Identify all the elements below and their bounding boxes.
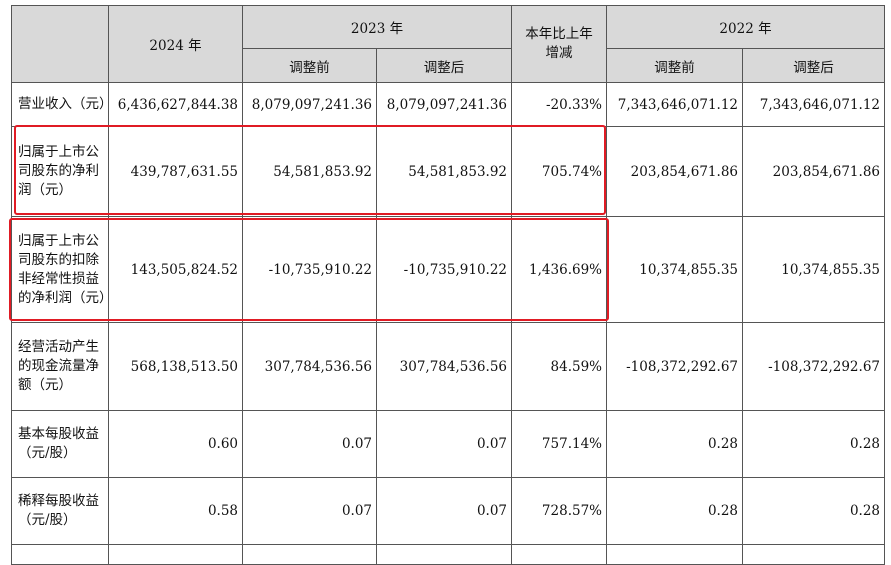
financial-data-table: 2024 年 2023 年 本年比上年增减 2022 年 调整前 调整后 调整前… [11, 5, 885, 565]
cell-2022-before: 7,343,646,071.12 [606, 82, 743, 127]
header-2022: 2022 年 [606, 5, 885, 49]
cell-2023-after: -10,735,910.22 [376, 216, 512, 323]
header-2024: 2024 年 [108, 5, 243, 83]
table-row: 经营活动产生的现金流量净额（元） 568,138,513.50 307,784,… [11, 322, 885, 411]
header-2023: 2023 年 [242, 5, 512, 49]
cell-2024: 6,436,627,844.38 [108, 82, 243, 127]
cell-2023-after: 54,581,853.92 [376, 126, 512, 217]
table-row: 归属于上市公司股东的扣除非经常性损益的净利润（元） 143,505,824.52… [11, 216, 885, 323]
cell-2023-before: 0.07 [242, 410, 377, 478]
table-row: 稀释每股收益（元/股） 0.58 0.07 0.07 728.57% 0.28 … [11, 477, 885, 545]
cell-2023-before: 307,784,536.56 [242, 322, 377, 411]
cell-change: 1,436.69% [511, 216, 607, 323]
row-label: 归属于上市公司股东的扣除非经常性损益的净利润（元） [11, 216, 113, 323]
header-2022-after: 调整后 [742, 48, 885, 83]
cell-2022-after: 10,374,855.35 [742, 216, 885, 323]
cell-2022-before: -108,372,292.67 [606, 322, 743, 411]
cell-change: -20.33% [511, 82, 607, 127]
table-row: 营业收入（元） 6,436,627,844.38 8,079,097,241.3… [11, 82, 885, 127]
cell-2022-before: 0.28 [606, 410, 743, 478]
cell-2022-after: 203,854,671.86 [742, 126, 885, 217]
table-row-partial [11, 544, 885, 565]
cell-2023-after: 8,079,097,241.36 [376, 82, 512, 127]
cell-2022-before: 203,854,671.86 [606, 126, 743, 217]
header-2023-after: 调整后 [376, 48, 512, 83]
cell-2023-after: 307,784,536.56 [376, 322, 512, 411]
row-label: 归属于上市公司股东的净利润（元） [11, 126, 109, 217]
table-row: 归属于上市公司股东的净利润（元） 439,787,631.55 54,581,8… [11, 126, 885, 217]
row-label: 营业收入（元） [11, 82, 113, 127]
cell-2024: 568,138,513.50 [108, 322, 243, 411]
header-change: 本年比上年增减 [511, 5, 607, 83]
cell-2022-after: 0.28 [742, 477, 885, 545]
cell-2023-before: 54,581,853.92 [242, 126, 377, 217]
cell-2022-before: 10,374,855.35 [606, 216, 743, 323]
header-2023-before: 调整前 [242, 48, 377, 83]
header-blank-cell [11, 5, 109, 83]
cell-2024: 0.58 [108, 477, 243, 545]
row-label [11, 544, 109, 565]
cell-2022-after: -108,372,292.67 [742, 322, 885, 411]
cell-2023-after: 0.07 [376, 410, 512, 478]
cell-2023-before: -10,735,910.22 [242, 216, 377, 323]
cell-2022-after: 7,343,646,071.12 [742, 82, 885, 127]
header-2022-before: 调整前 [606, 48, 743, 83]
header-row-top: 2024 年 2023 年 本年比上年增减 2022 年 [11, 5, 885, 83]
cell-2023-before: 8,079,097,241.36 [242, 82, 377, 127]
header-row-sub: 调整前 调整后 调整前 调整后 [12, 48, 885, 83]
row-label: 经营活动产生的现金流量净额（元） [11, 322, 109, 411]
cell-2024: 143,505,824.52 [108, 216, 243, 323]
cell-2023-after: 0.07 [376, 477, 512, 545]
table-row: 基本每股收益（元/股） 0.60 0.07 0.07 757.14% 0.28 … [11, 410, 885, 478]
cell-2024: 0.60 [108, 410, 243, 478]
cell-2022-before: 0.28 [606, 477, 743, 545]
row-label: 基本每股收益（元/股） [11, 410, 109, 478]
cell-change: 705.74% [511, 126, 607, 217]
cell-change: 84.59% [511, 322, 607, 411]
cell-change: 757.14% [511, 410, 607, 478]
cell-2022-after: 0.28 [742, 410, 885, 478]
cell-2024: 439,787,631.55 [108, 126, 243, 217]
cell-2023-before: 0.07 [242, 477, 377, 545]
row-label: 稀释每股收益（元/股） [11, 477, 109, 545]
cell-change: 728.57% [511, 477, 607, 545]
